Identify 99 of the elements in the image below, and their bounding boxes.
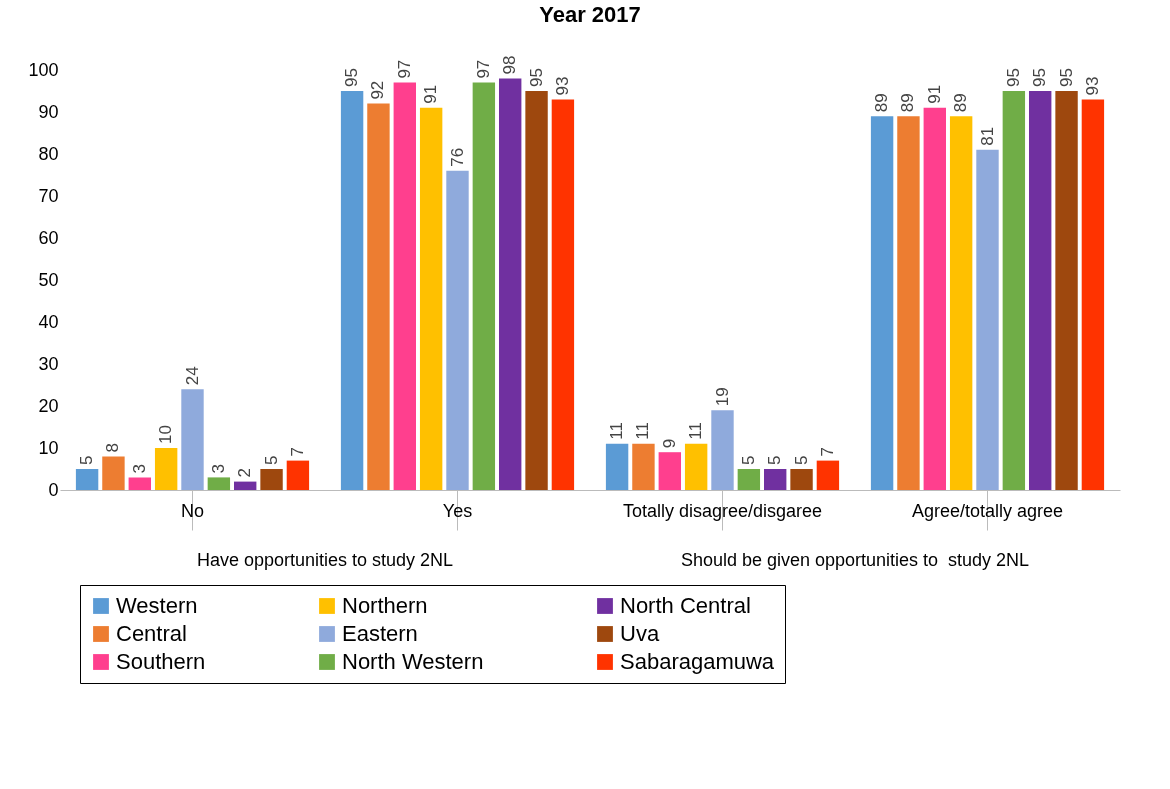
x-tick-label: Totally disagree/disgaree — [622, 500, 823, 521]
data-label: 76 — [447, 147, 467, 167]
legend-label: Northern — [342, 593, 428, 618]
bar — [711, 410, 734, 490]
data-label: 2 — [235, 468, 255, 478]
bar — [1029, 91, 1052, 490]
bar — [684, 443, 708, 490]
data-label: 5 — [791, 455, 811, 465]
data-label: 19 — [712, 387, 732, 407]
y-tick-label: 20 — [38, 395, 59, 416]
y-tick-label: 40 — [38, 311, 59, 332]
data-label: 89 — [951, 93, 971, 113]
data-label: 89 — [898, 93, 918, 113]
legend-label: Southern — [116, 649, 206, 674]
text: Have opportunities to study 2NL — [195, 550, 455, 571]
y-tick-label: 90 — [38, 101, 59, 122]
data-label: 7 — [817, 447, 837, 457]
data-label: 11 — [633, 422, 653, 440]
data-label: 93 — [552, 76, 572, 96]
data-label: 10 — [156, 425, 176, 444]
bar — [472, 82, 496, 490]
bar — [260, 469, 283, 490]
bar — [207, 477, 231, 490]
bar — [551, 99, 575, 490]
bar — [632, 443, 655, 490]
data-label: 5 — [261, 455, 281, 465]
bar — [976, 149, 999, 490]
data-label: 93 — [1082, 76, 1102, 96]
x-tick-label: Yes — [442, 500, 473, 521]
y-tick-label: 70 — [38, 185, 59, 206]
legend-label: Central — [116, 621, 187, 646]
legend-label: Sabaragamuwa — [620, 649, 775, 674]
data-label: 91 — [421, 84, 441, 104]
bar — [816, 460, 840, 490]
data-label: 95 — [1003, 68, 1023, 87]
chart-title: Year 2017 — [539, 2, 641, 28]
bar — [75, 469, 99, 490]
data-label: 5 — [765, 455, 785, 465]
y-tick-label: 0 — [48, 479, 59, 500]
data-label: 8 — [103, 442, 123, 453]
legend-label: North Western — [342, 649, 484, 674]
data-label: 9 — [659, 438, 679, 449]
y-tick-label: 30 — [38, 353, 59, 374]
bar — [737, 469, 761, 490]
data-label: 95 — [342, 68, 362, 87]
bar — [393, 82, 416, 490]
data-label: 98 — [500, 55, 520, 75]
bar — [128, 477, 151, 490]
data-label: 24 — [182, 366, 202, 386]
data-label: 95 — [1056, 68, 1076, 87]
data-label: 5 — [738, 455, 758, 465]
bar — [790, 469, 813, 490]
data-label: 92 — [368, 80, 388, 100]
bar — [181, 389, 204, 490]
bar — [1002, 91, 1026, 490]
y-tick-label: 50 — [38, 269, 59, 290]
bar — [102, 456, 125, 490]
bar — [234, 481, 257, 490]
bar — [764, 469, 787, 490]
bar — [286, 460, 310, 490]
data-label: 7 — [287, 447, 307, 457]
data-label: 5 — [77, 455, 97, 465]
data-label: 3 — [129, 463, 149, 474]
bar — [367, 103, 390, 490]
x-tick-label: No — [180, 500, 205, 521]
bar — [525, 91, 548, 490]
bar — [1055, 91, 1078, 490]
data-label: 95 — [526, 68, 546, 87]
bar — [658, 452, 681, 490]
legend-label: North Central — [620, 593, 751, 618]
x-tick-label: Agree/totally agree — [911, 500, 1064, 521]
bar — [340, 91, 364, 490]
data-label: 97 — [394, 59, 414, 79]
bar — [923, 107, 946, 490]
y-tick-label: 10 — [38, 437, 59, 458]
y-tick-label: 80 — [38, 143, 59, 164]
data-label: 11 — [686, 422, 706, 440]
data-label: 89 — [872, 93, 892, 113]
legend-label: Western — [116, 593, 198, 618]
data-label: 95 — [1030, 68, 1050, 87]
legend-label: Uva — [620, 621, 660, 646]
data-label: 91 — [924, 84, 944, 104]
bar — [949, 116, 973, 490]
bar — [1081, 99, 1105, 490]
bar — [605, 443, 629, 490]
data-label: 3 — [208, 463, 228, 474]
data-label: 11 — [607, 422, 627, 440]
text: Should be given opportunities to study 2NL — [679, 550, 1031, 571]
bar — [499, 78, 522, 490]
bar — [897, 116, 920, 490]
bar — [419, 107, 443, 490]
bar — [154, 448, 178, 490]
bar — [870, 116, 894, 490]
y-tick-label: 60 — [38, 227, 59, 248]
bar — [446, 170, 469, 490]
data-label: 97 — [473, 59, 493, 79]
data-label: 81 — [977, 126, 997, 146]
y-tick-label: 100 — [28, 59, 59, 80]
legend-label: Eastern — [342, 621, 418, 646]
